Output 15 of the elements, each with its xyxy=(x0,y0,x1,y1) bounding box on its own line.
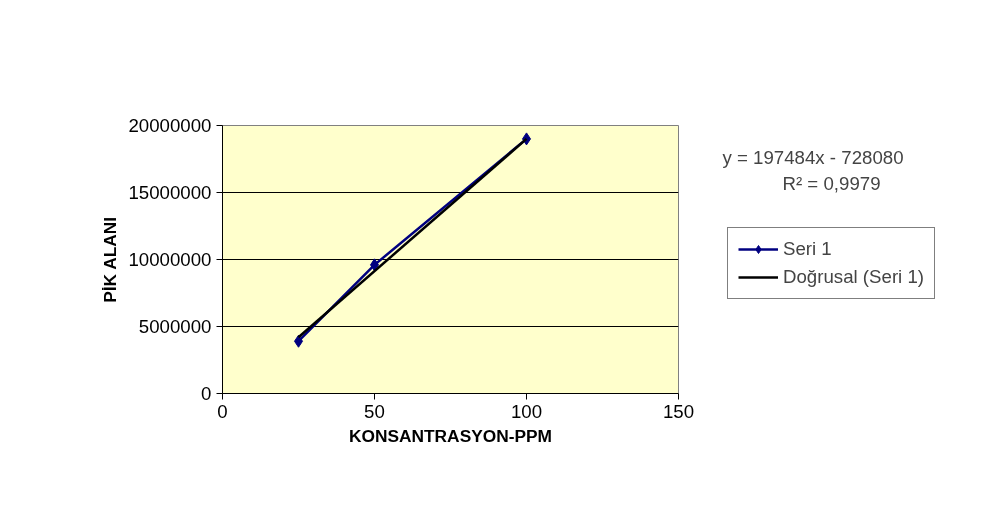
y-tick-label: 5000000 xyxy=(138,316,212,337)
x-axis-title: KONSANTRASYON-PPM xyxy=(348,425,553,446)
x-tick-label: 100 xyxy=(510,400,543,422)
x-tick-label: 0 xyxy=(217,400,228,422)
legend-label: Doğrusal (Seri 1) xyxy=(783,266,925,288)
y-axis-title: PİK ALANI xyxy=(100,216,121,303)
x-tick-label: 50 xyxy=(364,400,385,422)
text: R² = 0,9979 xyxy=(782,173,881,194)
y-tick-label: 15000000 xyxy=(128,182,212,203)
y-tick-label: 0 xyxy=(201,383,212,404)
y-tick-label: 10000000 xyxy=(128,249,212,270)
legend-label: Seri 1 xyxy=(783,238,832,260)
text: y = 197484x - 728080 xyxy=(722,147,904,168)
y-tick-label: 20000000 xyxy=(128,115,212,136)
x-tick-label: 150 xyxy=(662,400,695,422)
